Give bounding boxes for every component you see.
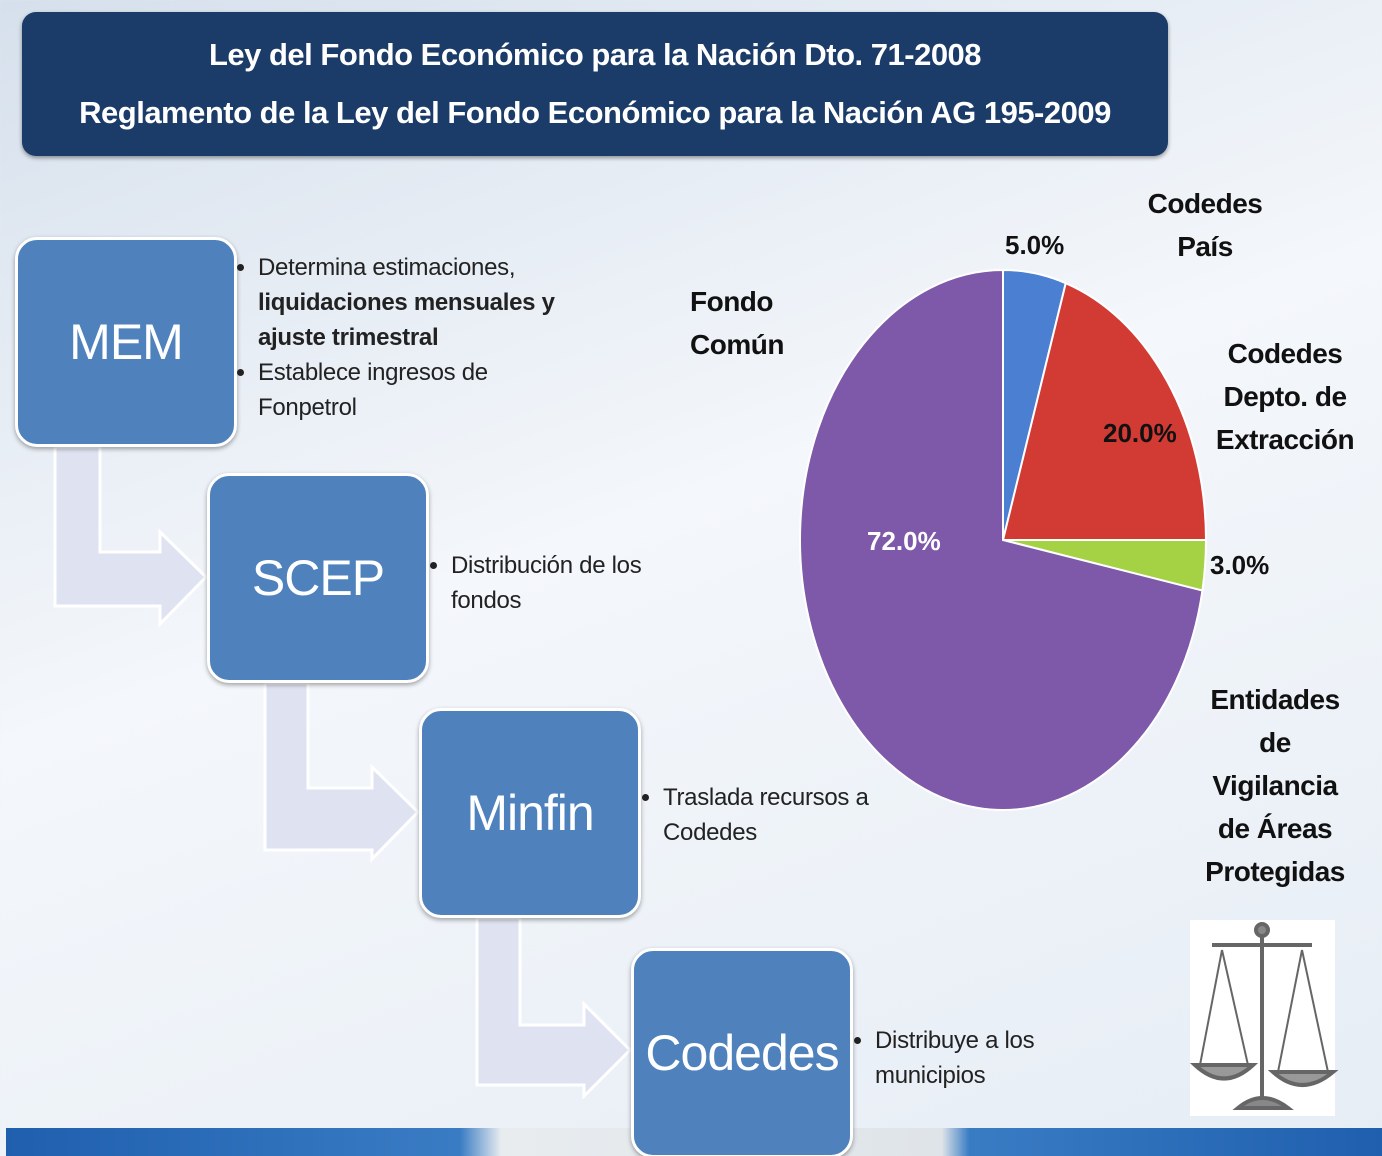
slice-category: Codedes Depto. de Extracción [1200, 332, 1370, 461]
slice-label: 5.0% [1005, 230, 1064, 261]
slice-category: Entidades de Vigilancia de Áreas Protegi… [1195, 678, 1355, 893]
slice-label: 3.0% [1210, 550, 1269, 581]
slice-category: Codedes País [1130, 182, 1280, 268]
slice-category: Fondo Común [690, 280, 820, 366]
slide: Ley del Fondo Económico para la Nación D… [0, 0, 1382, 1156]
pie-chart [0, 0, 1382, 1156]
slice-label: 20.0% [1103, 418, 1177, 449]
slice-label: 72.0% [867, 526, 941, 557]
